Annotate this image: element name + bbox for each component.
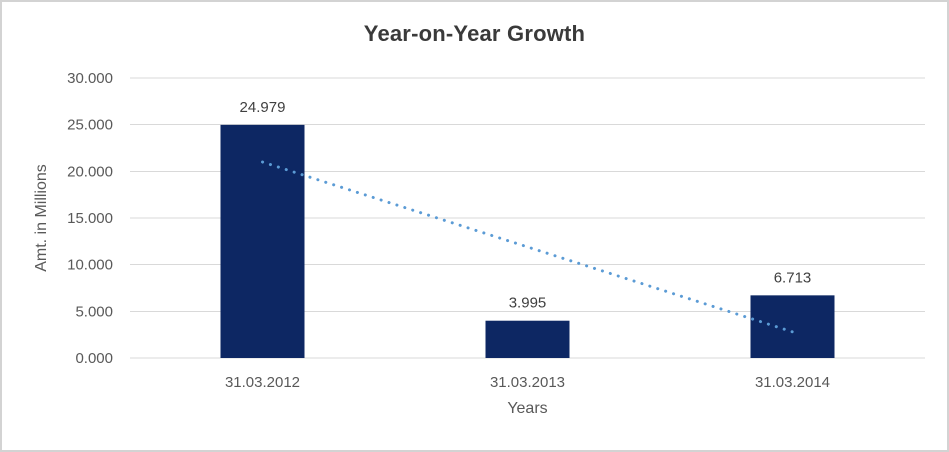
y-tick-label: 15.000 bbox=[67, 210, 113, 227]
x-category-label: 31.03.2012 bbox=[225, 374, 300, 391]
y-tick-label: 0.000 bbox=[75, 350, 113, 367]
bar bbox=[750, 295, 835, 358]
bar-data-label: 6.713 bbox=[774, 269, 812, 286]
y-tick-label: 10.000 bbox=[67, 257, 113, 274]
y-tick-label: 5.000 bbox=[75, 303, 113, 320]
chart-title: Year-on-Year Growth bbox=[363, 21, 586, 46]
x-category-label: 31.03.2014 bbox=[755, 374, 830, 391]
trendline bbox=[261, 160, 794, 334]
bar-data-label: 24.979 bbox=[240, 99, 286, 116]
x-category-label: 31.03.2013 bbox=[490, 374, 565, 391]
bar bbox=[485, 320, 570, 358]
y-tick-label: 30.000 bbox=[67, 70, 113, 87]
bar-data-label: 3.995 bbox=[509, 295, 547, 312]
bar bbox=[220, 124, 305, 358]
x-axis-title: Years bbox=[507, 400, 548, 417]
y-tick-label: 20.000 bbox=[67, 163, 113, 180]
y-tick-label: 25.000 bbox=[67, 117, 113, 134]
